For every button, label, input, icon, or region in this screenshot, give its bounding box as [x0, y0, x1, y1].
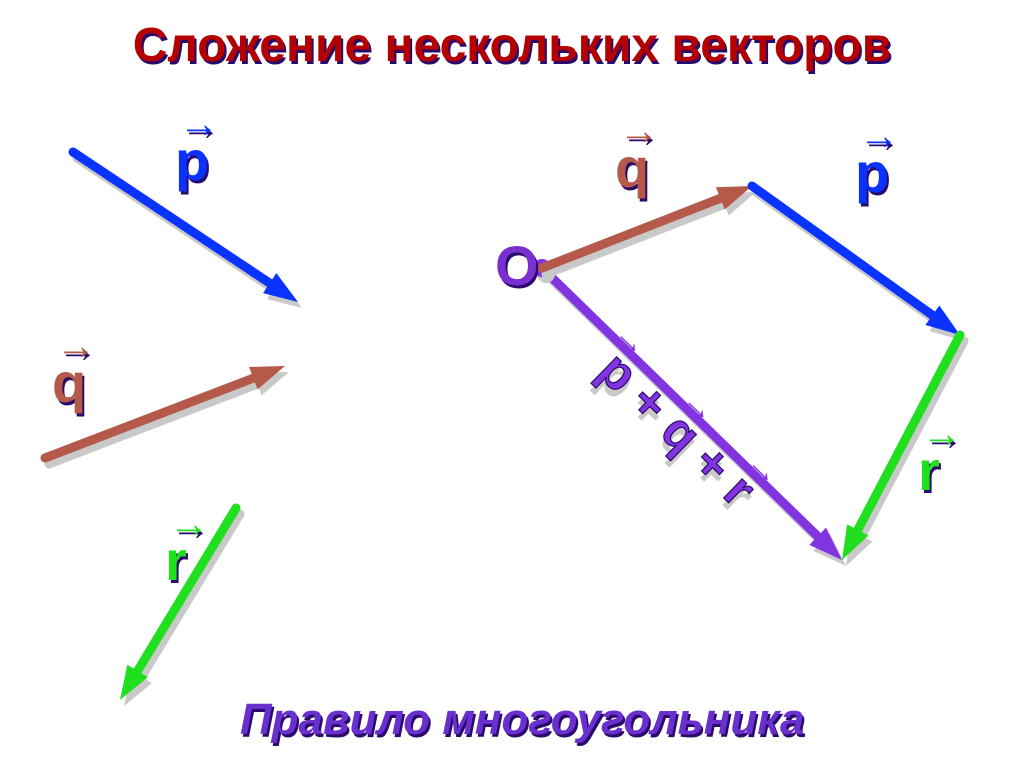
svg-text:p + q + r: p + q + r: [588, 341, 766, 517]
label-r-right: → r: [918, 438, 941, 503]
subtitle: Правило многоугольника: [240, 695, 805, 745]
stage: Сложение нескольких векторов p + q + rp …: [0, 0, 1024, 767]
label-q-left: → q: [52, 350, 87, 415]
label-p-right: → p: [855, 140, 890, 205]
label-q-right: → q: [615, 135, 650, 200]
label-origin: O: [495, 233, 540, 298]
label-p-left: → p: [175, 128, 210, 193]
label-r-left: → r: [165, 528, 188, 593]
